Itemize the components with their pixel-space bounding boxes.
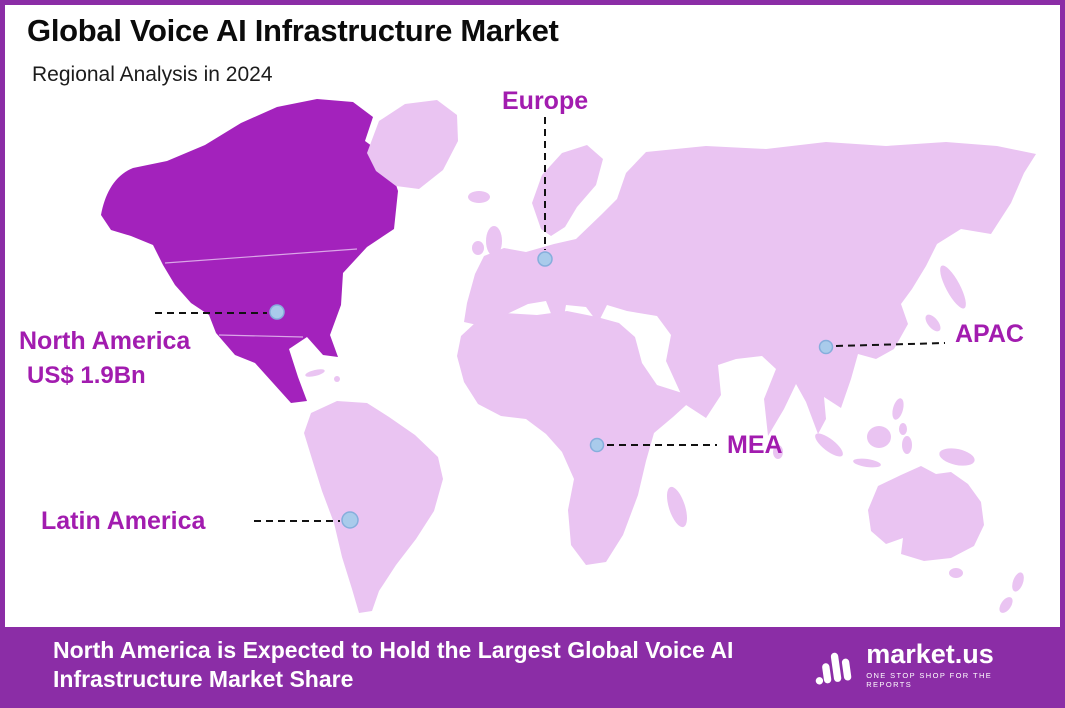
brand-tagline: ONE STOP SHOP FOR THE REPORTS bbox=[866, 671, 993, 689]
marker-latin-america bbox=[341, 511, 359, 529]
marker-apac bbox=[818, 339, 834, 355]
continent-australia bbox=[868, 466, 984, 561]
continent-north-america bbox=[101, 99, 398, 403]
island-sri-lanka bbox=[773, 445, 783, 459]
page-title: Global Voice AI Infrastructure Market bbox=[27, 13, 559, 48]
island-hispaniola bbox=[334, 376, 340, 382]
region-label-north-america: North America bbox=[19, 327, 191, 355]
island-iceland bbox=[468, 191, 490, 203]
marker-north-america bbox=[269, 304, 285, 320]
island-philippines-mindanao bbox=[899, 423, 907, 435]
world-map: Europe North America US$ 1.9Bn APAC MEA … bbox=[5, 5, 1060, 703]
region-label-apac: APAC bbox=[955, 320, 1024, 348]
island-borneo bbox=[867, 426, 891, 448]
continent-south-america bbox=[304, 401, 443, 613]
leader-line-apac bbox=[835, 342, 946, 347]
island-japan-kyushu bbox=[925, 314, 941, 332]
island-sumatra bbox=[815, 433, 843, 457]
footer-banner: North America is Expected to Hold the La… bbox=[5, 627, 1060, 703]
page-subtitle: Regional Analysis in 2024 bbox=[32, 63, 273, 86]
footer-note: North America is Expected to Hold the La… bbox=[53, 637, 734, 692]
marker-mea bbox=[589, 437, 605, 453]
region-scandinavia bbox=[532, 145, 603, 236]
region-value-north-america: US$ 1.9Bn bbox=[27, 362, 146, 389]
marker-europe bbox=[537, 251, 553, 267]
island-nz-south bbox=[999, 597, 1013, 613]
region-label-europe: Europe bbox=[502, 87, 589, 115]
island-new-guinea bbox=[939, 448, 975, 466]
brand-logo-icon bbox=[816, 652, 852, 685]
na-internal-border bbox=[164, 248, 358, 264]
island-cuba bbox=[305, 369, 325, 377]
island-japan-honshu bbox=[940, 265, 966, 309]
region-label-mea: MEA bbox=[727, 431, 783, 459]
island-great-britain bbox=[486, 226, 502, 256]
island-madagascar bbox=[666, 486, 688, 528]
island-nz-north bbox=[1012, 572, 1024, 592]
continent-greenland bbox=[367, 100, 458, 189]
brand-text: market.us ONE STOP SHOP FOR THE REPORTS bbox=[866, 639, 1034, 690]
brand: market.us ONE STOP SHOP FOR THE REPORTS bbox=[810, 641, 1034, 689]
na-internal-border-2 bbox=[218, 334, 304, 338]
island-sulawesi bbox=[902, 436, 912, 454]
island-java bbox=[853, 458, 881, 468]
world-map-svg bbox=[101, 99, 1036, 613]
region-label-latin-america: Latin America bbox=[41, 507, 206, 535]
island-tasmania bbox=[949, 568, 963, 578]
brand-name: market.us bbox=[866, 639, 994, 669]
continent-eurasia bbox=[464, 142, 1036, 436]
continent-africa bbox=[457, 311, 695, 565]
region-label-north-america-block: North America US$ 1.9Bn bbox=[19, 327, 190, 390]
island-ireland bbox=[472, 241, 484, 255]
island-philippines-luzon bbox=[892, 398, 904, 420]
